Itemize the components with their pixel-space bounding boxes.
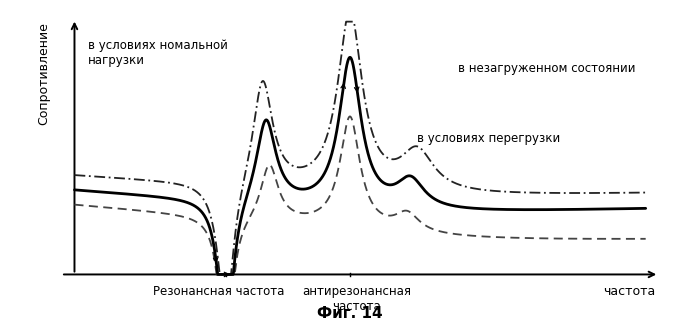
Text: Сопротивление: Сопротивление [38, 22, 50, 125]
Text: антирезонансная
частота: антирезонансная частота [302, 285, 411, 313]
Text: Фиг. 14: Фиг. 14 [317, 306, 383, 321]
Text: в незагруженном состоянии: в незагруженном состоянии [458, 62, 635, 75]
Text: в условиях перегрузки: в условиях перегрузки [417, 132, 561, 145]
Text: Резонансная частота: Резонансная частота [153, 285, 285, 298]
Text: частота: частота [603, 285, 656, 298]
Text: в условиях номальной
нагрузки: в условиях номальной нагрузки [88, 39, 228, 67]
